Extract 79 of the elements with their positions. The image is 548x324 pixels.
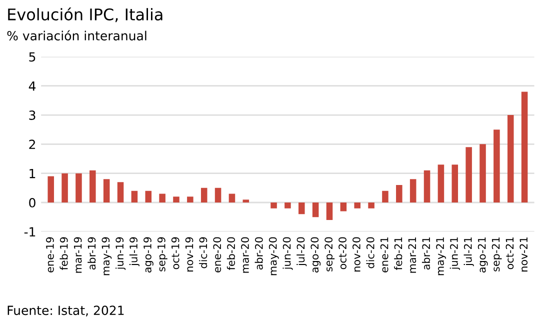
x-tick-label: may-19 bbox=[102, 237, 112, 276]
x-tick-label: jul-21 bbox=[464, 237, 474, 266]
bar bbox=[494, 130, 500, 202]
x-tick-label: mar-20 bbox=[241, 237, 249, 273]
x-tick-label: ene-20 bbox=[213, 237, 222, 272]
bar bbox=[131, 190, 138, 202]
x-tick-label: oct-20 bbox=[338, 237, 346, 270]
bar bbox=[507, 115, 514, 202]
bar bbox=[200, 188, 208, 202]
bar bbox=[410, 179, 416, 202]
bar bbox=[117, 182, 124, 202]
x-tick-label: nov-19 bbox=[185, 237, 194, 272]
bar bbox=[326, 202, 333, 220]
bar bbox=[452, 164, 458, 202]
bar bbox=[270, 202, 277, 208]
y-tick-label: 1 bbox=[30, 168, 36, 178]
y-tick-label: 0 bbox=[29, 198, 36, 208]
x-tick-label: ago-21 bbox=[478, 237, 488, 272]
bar bbox=[62, 173, 68, 202]
bar bbox=[480, 144, 486, 202]
bar bbox=[228, 194, 236, 202]
chart-title: Evolución IPC, Italia bbox=[8, 7, 162, 22]
bar bbox=[340, 202, 347, 212]
x-tick-label: may-21 bbox=[436, 237, 446, 276]
x-tick-label: jun-21 bbox=[450, 237, 460, 270]
bar bbox=[424, 170, 430, 202]
bar bbox=[368, 202, 374, 208]
x-tick-label: sep-19 bbox=[157, 237, 168, 272]
y-tick-label: 3 bbox=[29, 110, 36, 120]
bar bbox=[284, 202, 291, 208]
x-tick-label: oct-21 bbox=[506, 237, 514, 270]
y-tick-label: 4 bbox=[28, 81, 36, 91]
x-tick-label: ago-20 bbox=[310, 237, 321, 272]
x-tick-label: jun-20 bbox=[282, 237, 293, 270]
x-tick-label: feb-19 bbox=[60, 237, 68, 270]
x-tick-label: jul-19 bbox=[129, 237, 140, 266]
x-tick-label: ene-21 bbox=[380, 237, 388, 272]
bar bbox=[312, 202, 319, 218]
bar bbox=[145, 190, 152, 202]
bar bbox=[214, 188, 222, 202]
x-tick-label: dic-20 bbox=[366, 237, 374, 268]
x-tick-label: nov-20 bbox=[352, 237, 360, 272]
bar bbox=[438, 164, 444, 202]
bar bbox=[90, 170, 96, 202]
x-tick-label: feb-21 bbox=[394, 237, 402, 270]
x-tick-label: jul-20 bbox=[296, 237, 307, 266]
x-tick-label: ene-19 bbox=[46, 237, 54, 272]
x-tick-label: may-20 bbox=[268, 237, 279, 276]
bar bbox=[159, 194, 166, 202]
x-tick-label: feb-20 bbox=[226, 237, 235, 270]
x-tick-label: abr-20 bbox=[254, 237, 263, 270]
x-tick-label: sep-21 bbox=[492, 237, 502, 272]
x-tick-label: ago-19 bbox=[144, 237, 154, 272]
bar bbox=[242, 200, 250, 202]
y-tick-label: 5 bbox=[29, 52, 36, 62]
y-tick-label: 2 bbox=[29, 140, 35, 149]
bar bbox=[48, 176, 54, 202]
x-tick-label: abr-19 bbox=[88, 237, 96, 270]
source-note: Fuente: Istat, 2021 bbox=[8, 306, 124, 316]
bar bbox=[103, 179, 110, 202]
bar bbox=[521, 92, 528, 202]
x-tick-label: nov-21 bbox=[520, 237, 528, 272]
x-tick-label: sep-20 bbox=[324, 237, 335, 272]
bar bbox=[466, 147, 472, 202]
bar bbox=[396, 185, 402, 202]
x-tick-label: dic-19 bbox=[199, 237, 208, 268]
bar bbox=[382, 190, 388, 202]
bar bbox=[187, 196, 194, 202]
x-tick-label: jun-19 bbox=[115, 237, 126, 270]
x-tick-label: mar-21 bbox=[408, 237, 416, 273]
bar bbox=[354, 202, 360, 208]
x-tick-label: abr-21 bbox=[422, 237, 430, 270]
chart-subtitle: % variación interanual bbox=[7, 30, 146, 40]
x-tick-label: mar-19 bbox=[74, 237, 82, 273]
x-tick-label: oct-19 bbox=[171, 237, 180, 270]
bar bbox=[76, 173, 82, 202]
y-tick-label: -1 bbox=[24, 227, 36, 236]
bar bbox=[173, 196, 180, 202]
bar bbox=[298, 202, 305, 214]
